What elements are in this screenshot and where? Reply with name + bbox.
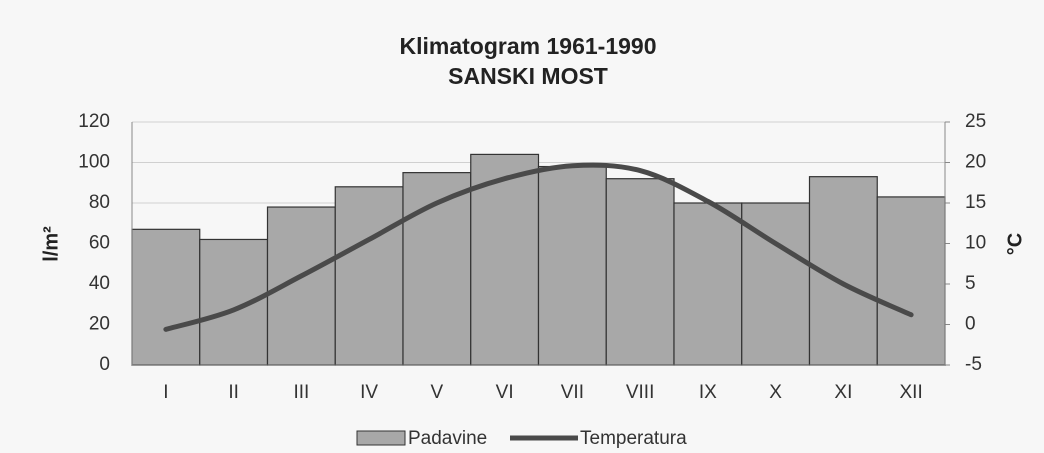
y2-tick-label: 15 <box>965 192 986 213</box>
bar <box>334 186 404 366</box>
y-tick-label: 60 <box>89 233 110 254</box>
y-tick-label: 20 <box>89 314 110 335</box>
bar <box>131 228 201 366</box>
y-tick-label: 40 <box>89 273 110 294</box>
x-tick-label: IX <box>699 382 717 403</box>
legend-label: Temperatura <box>580 428 687 449</box>
x-tick-label: XII <box>900 382 923 403</box>
x-tick-label: II <box>228 382 239 403</box>
y2-tick-label: 25 <box>965 111 986 132</box>
chart-title: Klimatogram 1961-1990 <box>400 33 657 59</box>
x-tick-label: X <box>769 382 782 403</box>
y2-tick-label: 5 <box>965 273 976 294</box>
x-tick-label: V <box>431 382 444 403</box>
y-axis-label: l/m² <box>40 226 62 262</box>
x-tick-label: VIII <box>626 382 655 403</box>
x-tick-label: XI <box>834 382 852 403</box>
y-tick-label: 0 <box>99 354 110 375</box>
x-tick-label: I <box>163 382 168 403</box>
line <box>163 162 914 332</box>
y2-tick-label: 10 <box>965 233 986 254</box>
x-tick-label: VI <box>496 382 514 403</box>
y-tick-label: 120 <box>78 111 110 132</box>
x-tick-label: III <box>293 382 309 403</box>
legend-swatch <box>356 430 406 446</box>
y2-tick-label: 20 <box>965 152 986 173</box>
y2-axis-label: °C <box>1004 233 1026 255</box>
y2-tick-label: -5 <box>965 354 982 375</box>
legend: Padavine Temperatura <box>356 428 687 449</box>
y-tick-label: 100 <box>78 152 110 173</box>
x-tick-label: VII <box>561 382 584 403</box>
bar <box>199 238 269 366</box>
bar <box>673 202 743 366</box>
bar <box>876 196 946 366</box>
legend-label: Padavine <box>408 428 487 449</box>
bar <box>605 178 675 366</box>
x-tick-label: IV <box>360 382 378 403</box>
y2-tick-label: 0 <box>965 314 976 335</box>
chart-subtitle: SANSKI MOST <box>448 63 608 89</box>
y-tick-label: 80 <box>89 192 110 213</box>
bar <box>537 165 607 366</box>
